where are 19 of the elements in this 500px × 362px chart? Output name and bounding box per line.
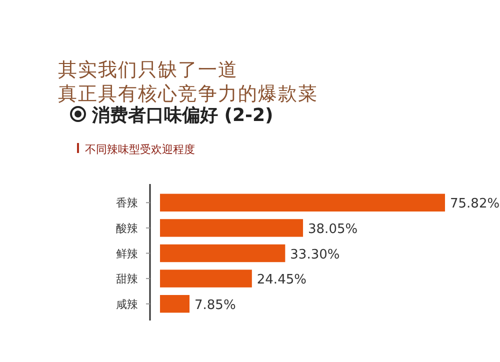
data-label: 24.45% [256, 272, 306, 288]
data-label: 33.30% [290, 247, 340, 262]
bar [160, 294, 190, 313]
chart-title: 其实我们只缺了一道 [58, 59, 238, 81]
bar [160, 244, 286, 262]
bar [160, 270, 252, 288]
y-tick-label: 鲜辣 [116, 247, 138, 260]
y-tick-label: 甜辣 [116, 272, 138, 286]
bar [160, 194, 445, 212]
y-tick-label: 香辣 [116, 196, 138, 210]
text: 消费者口味偏好 (2-2) [91, 105, 274, 126]
data-label: 75.82% [450, 196, 500, 212]
data-label: 7.85% [194, 298, 236, 313]
data-label: 38.05% [308, 222, 358, 237]
y-tick-label: 咸辣 [116, 298, 138, 311]
chart-subtitle: 真正具有核心竞争力的爆款菜 [58, 83, 318, 105]
bar [160, 219, 304, 237]
y-tick-label: 酸辣 [116, 222, 138, 235]
text: 不同辣味型受欢迎程度 [85, 143, 195, 156]
